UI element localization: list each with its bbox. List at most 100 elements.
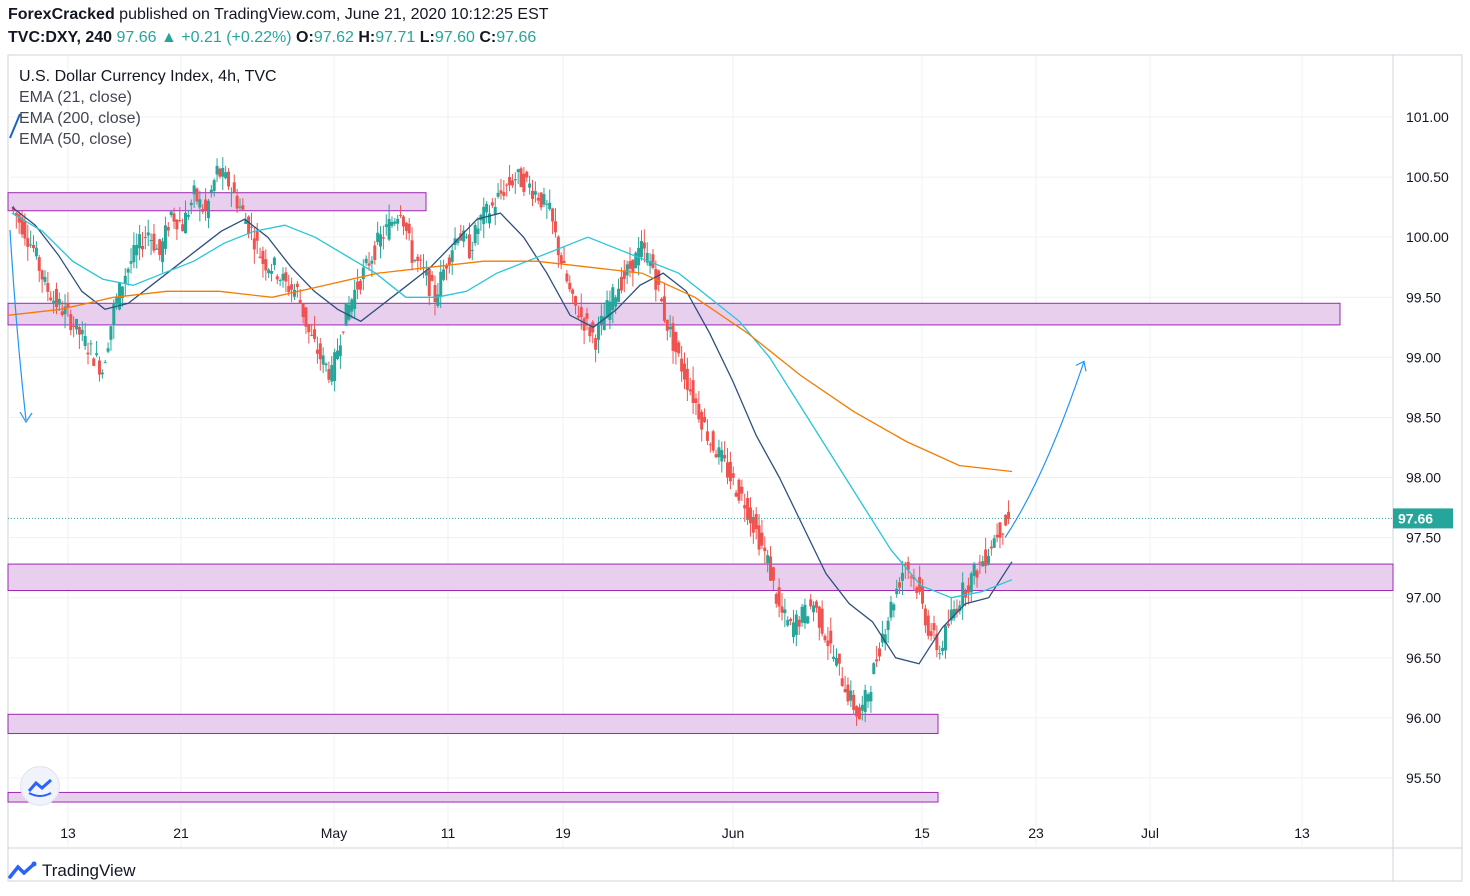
candle-body	[163, 225, 167, 249]
low-value: 97.60	[434, 29, 475, 46]
candle-body	[335, 350, 339, 359]
candle-body	[364, 258, 368, 264]
candle-body	[379, 234, 383, 247]
candle-body	[972, 564, 976, 576]
candle-body	[576, 315, 580, 318]
y-tick-label: 97.50	[1406, 530, 1441, 546]
candle-body	[138, 234, 142, 249]
candle-body	[992, 538, 996, 548]
candle-body	[192, 185, 196, 195]
candle-body	[829, 630, 833, 644]
candle-body	[396, 218, 400, 224]
candle-body	[671, 323, 675, 351]
y-tick-label: 96.00	[1406, 710, 1441, 726]
candle-body	[201, 208, 205, 212]
candle-body	[611, 287, 615, 311]
high-label: H:	[358, 29, 376, 46]
zone-95-9	[7, 713, 939, 735]
candle-body	[212, 180, 216, 191]
candle-body	[89, 343, 93, 345]
candle-body	[444, 265, 448, 269]
candle-body	[407, 223, 411, 234]
author-name[interactable]: ForexCracked	[8, 6, 115, 23]
brand[interactable]: TradingView	[8, 861, 136, 881]
candle-body	[97, 360, 101, 375]
down-arrow	[9, 229, 27, 421]
x-tick-label: 13	[1294, 825, 1310, 841]
publish-line: ForexCracked published on TradingView.co…	[8, 6, 549, 24]
candle-body	[989, 546, 993, 549]
candle-body	[553, 221, 557, 233]
candle-body	[387, 218, 391, 240]
candle-body	[938, 653, 942, 655]
candle-body	[789, 618, 793, 621]
legend-ema200[interactable]: EMA (200, close)	[19, 110, 141, 127]
candle-body	[909, 576, 913, 578]
candle-body	[49, 297, 53, 301]
last-price-tag-text: 97.66	[1398, 510, 1433, 526]
candle-body	[247, 216, 251, 234]
candle-body	[510, 180, 514, 186]
candle-body	[227, 171, 231, 187]
candle-body	[261, 250, 265, 265]
drawing-line-fragment	[9, 113, 21, 139]
close-value: 97.66	[496, 29, 537, 46]
candle-body	[855, 706, 859, 717]
candle-body	[298, 299, 302, 303]
candle-body	[467, 234, 471, 259]
candle-body	[123, 275, 127, 284]
candle-body	[347, 304, 351, 320]
candle-body	[361, 267, 365, 280]
candle-body	[748, 507, 752, 524]
candle-body	[224, 172, 228, 179]
candle-body	[129, 261, 133, 264]
candle-body	[456, 239, 460, 244]
x-tick-label: 21	[173, 825, 189, 841]
candle-body	[766, 555, 770, 564]
candle-body	[270, 270, 274, 274]
candle-body	[338, 345, 342, 357]
candle-body	[866, 694, 870, 702]
candle-body	[315, 349, 319, 354]
candle-body	[797, 619, 801, 627]
candle-body	[599, 315, 603, 325]
candle-body	[648, 260, 652, 266]
candle-body	[771, 567, 775, 581]
candle-body	[645, 252, 649, 263]
candle-body	[476, 228, 480, 234]
candle-body	[803, 604, 807, 624]
candle-body	[473, 225, 477, 244]
candle-body	[711, 431, 715, 451]
candle-body	[181, 224, 185, 232]
close-label: C:	[479, 29, 497, 46]
candle-body	[95, 353, 99, 356]
candle-body	[505, 184, 509, 186]
candle-body	[545, 203, 549, 205]
candle-body	[470, 250, 474, 252]
candle-body	[390, 221, 394, 226]
candle-body	[964, 590, 968, 598]
candle-body	[218, 168, 222, 177]
candle-body	[23, 221, 27, 239]
candle-body	[556, 236, 560, 256]
candle-body	[40, 270, 44, 280]
candle-body	[961, 582, 965, 606]
legend-title[interactable]: U.S. Dollar Currency Index, 4h, TVC	[19, 68, 277, 85]
candle-body	[857, 707, 861, 720]
candle-body	[172, 213, 176, 222]
candle-body	[539, 192, 543, 208]
candle-body	[869, 692, 873, 702]
candle-body	[410, 240, 414, 263]
legend-ema50[interactable]: EMA (50, close)	[19, 131, 132, 148]
symbol[interactable]: TVC:DXY, 240	[8, 29, 113, 46]
candle-body	[691, 380, 695, 403]
candle-body	[416, 256, 420, 261]
ema21-line	[11, 206, 1013, 665]
candle-body	[20, 217, 24, 235]
candle-body	[304, 307, 308, 327]
candle-body	[292, 289, 296, 297]
candle-body	[209, 189, 213, 193]
legend-ema21[interactable]: EMA (21, close)	[19, 89, 132, 106]
candle-body	[929, 631, 933, 637]
